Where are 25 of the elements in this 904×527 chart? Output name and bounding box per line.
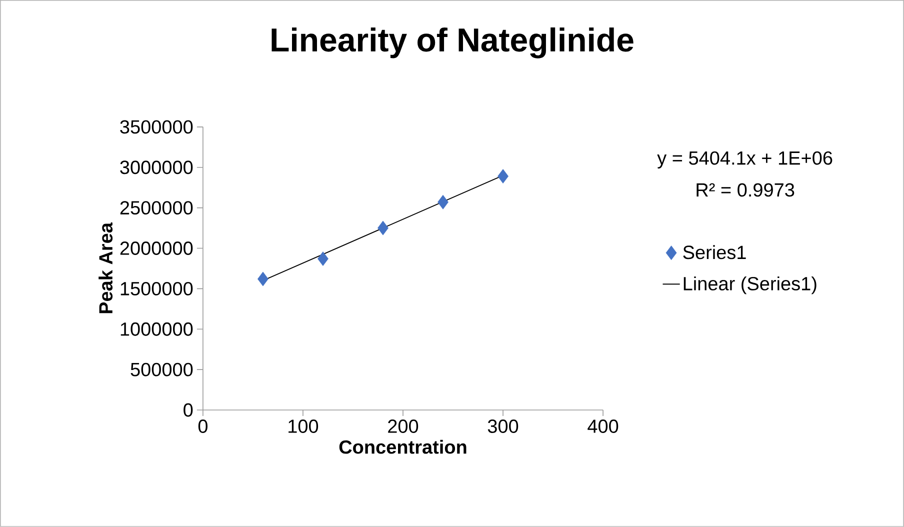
point <box>318 252 328 266</box>
y-tick-label: 1500000 <box>120 282 193 296</box>
point <box>438 194 448 210</box>
y-tick-label: 2500000 <box>120 201 193 215</box>
point <box>258 272 268 286</box>
point <box>498 169 508 184</box>
legend-label: Linear (Series1) <box>684 276 816 294</box>
x-tick-label: 100 <box>288 420 318 434</box>
text: y = 5404.1x + 1E+06 <box>657 151 832 169</box>
x-tick-label: 300 <box>488 420 518 434</box>
x-tick-label: 200 <box>388 420 418 434</box>
y-tick-label: 3500000 <box>120 120 193 134</box>
y-tick-label: 2000000 <box>120 242 193 256</box>
chart-title: Linearity of Nateglinide <box>272 27 634 58</box>
y-tick-label: 0 <box>184 403 193 417</box>
legend-label: Series1 <box>683 245 746 260</box>
x-tick-label: 0 <box>198 420 208 434</box>
y-axis-title: Peak Area <box>98 222 113 314</box>
y-tick-label: 1000000 <box>120 322 193 336</box>
point <box>378 220 388 236</box>
y-tick-label: 3000000 <box>120 160 193 174</box>
x-tick-label: 400 <box>588 420 618 434</box>
text: R² = 0.9973 <box>696 183 794 197</box>
y-tick-label: 500000 <box>130 362 193 376</box>
x-axis-title: Concentration <box>339 440 466 454</box>
